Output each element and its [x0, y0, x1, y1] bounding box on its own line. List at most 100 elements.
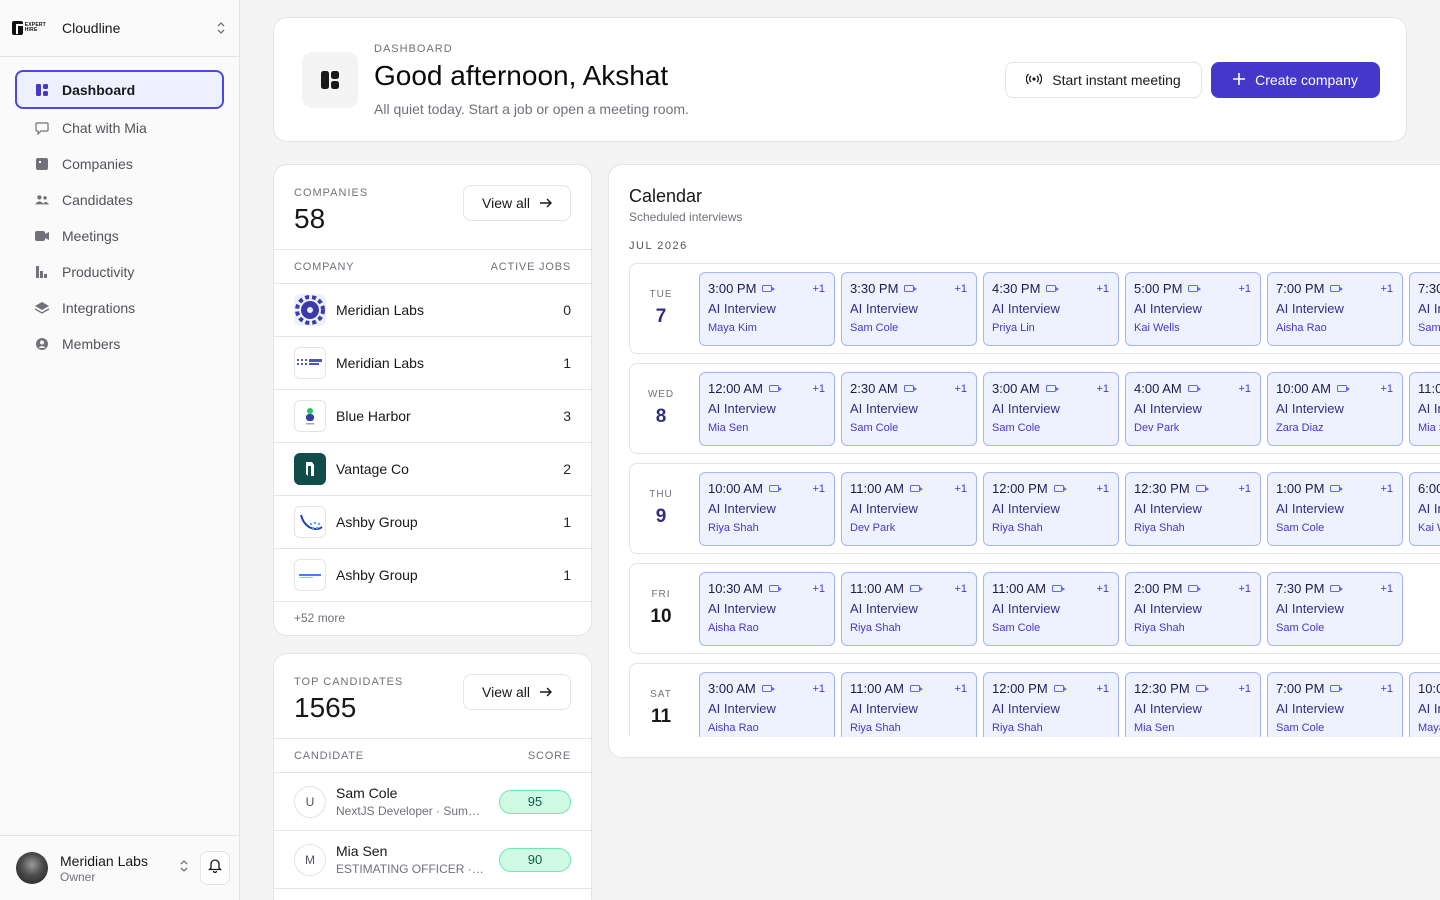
- interview-slot[interactable]: 7:00 PM +1 AI Interview Sam Cole: [1267, 672, 1403, 737]
- interview-slot[interactable]: 3:00 AM +1 AI Interview Sam Cole: [983, 372, 1119, 446]
- slot-extra-count: +1: [1380, 283, 1393, 295]
- sidebar-item-meetings[interactable]: Meetings: [15, 218, 224, 254]
- slot-candidate-name: Sam Cole: [1276, 722, 1325, 734]
- more-companies-link[interactable]: +52 more: [294, 611, 346, 625]
- candidates-view-all-button[interactable]: View all: [463, 674, 571, 710]
- interview-slot[interactable]: 10:30 AM +1 AI Interview Aisha Rao: [699, 572, 835, 646]
- interview-slot[interactable]: 2:00 PM +1 AI Interview Riya Shah: [1125, 572, 1261, 646]
- users-icon: [35, 193, 49, 207]
- slot-time-row: 2:30 AM: [850, 381, 968, 396]
- table-row[interactable]: M Mia Sen ESTIMATING OFFICER · Northwind…: [274, 831, 591, 889]
- table-row[interactable]: U Sam Cole NextJS Developer · Summit Dig…: [274, 773, 591, 831]
- interview-slot[interactable]: 12:30 PM +1 AI Interview Mia Sen: [1125, 672, 1261, 737]
- calendar-days[interactable]: TUE 7 3:00 PM +1 AI Interview Maya Kim 3:30 PM…: [629, 263, 1440, 737]
- slot-time-row: 11:00 AM: [850, 581, 968, 596]
- candidate-name: Mia Sen: [336, 843, 388, 859]
- slot-type: AI Interview: [1276, 501, 1344, 516]
- interview-slot[interactable]: 10:00 AM +1 AI Interview Riya Shah: [699, 472, 835, 546]
- table-row[interactable]: Meridian Labs 0: [274, 284, 591, 337]
- interview-slot[interactable]: 4:00 AM +1 AI Interview Dev Park: [1125, 372, 1261, 446]
- sidebar-item-integrations[interactable]: Integrations: [15, 290, 224, 326]
- chevron-up-down-icon[interactable]: [217, 22, 225, 34]
- day-number: 8: [655, 406, 667, 427]
- table-row[interactable]: Ashby Group 1: [274, 549, 591, 602]
- video-icon: [909, 485, 923, 492]
- slot-type: AI Interview: [850, 601, 918, 616]
- companies-table-header: COMPANY ACTIVE JOBS: [274, 249, 591, 284]
- sidebar-item-candidates[interactable]: Candidates: [15, 182, 224, 218]
- table-row[interactable]: Blue Harbor 3: [274, 390, 591, 443]
- slot-time: 7:00 PM: [1276, 281, 1325, 296]
- org-switcher[interactable]: EXPERT HIRE Cloudline: [0, 0, 239, 57]
- sidebar-item-dashboard[interactable]: Dashboard: [15, 70, 224, 109]
- interview-slot[interactable]: 11:00 AM +1 AI Interview Riya Shah: [841, 672, 977, 737]
- interview-slot[interactable]: 3:00 PM +1 AI Interview Maya Kim: [699, 272, 835, 346]
- slot-candidate-name: Riya Shah: [1134, 522, 1185, 534]
- slot-candidate-name: Riya Shah: [850, 622, 901, 634]
- interview-slot[interactable]: 12:00 PM +1 AI Interview Riya Shah: [983, 672, 1119, 737]
- sidebar-item-productivity[interactable]: Productivity: [15, 254, 224, 290]
- interview-slot[interactable]: 1:00 PM +1 AI Interview Sam Cole: [1267, 472, 1403, 546]
- slot-candidate-name: Mia Sen: [1134, 722, 1175, 734]
- slot-time-row: 10:30 AM: [708, 581, 826, 596]
- company-name: Meridian Labs: [336, 355, 424, 371]
- slot-time: 3:00 AM: [992, 381, 1040, 396]
- start-instant-meeting-button[interactable]: Start instant meeting: [1005, 62, 1202, 98]
- interview-slot[interactable]: 3:00 AM +1 AI Interview Aisha Rao: [699, 672, 835, 737]
- slot-candidate-name: Sam Cole: [992, 622, 1041, 634]
- table-row[interactable]: Vantage Co 2: [274, 443, 591, 496]
- table-row[interactable]: Meridian Labs 1: [274, 337, 591, 390]
- table-row[interactable]: Ashby Group 1: [274, 496, 591, 549]
- slot-time: 10:30 AM: [708, 581, 763, 596]
- companies-view-all-button[interactable]: View all: [463, 185, 571, 221]
- slot-type: AI Interview: [1134, 401, 1202, 416]
- user-menu[interactable]: Meridian Labs Owner: [0, 835, 239, 900]
- chevron-up-down-icon[interactable]: [180, 859, 188, 877]
- dashboard-icon: [35, 83, 49, 97]
- interview-slot[interactable]: 12:00 AM +1 AI Interview Mia Sen: [699, 372, 835, 446]
- interview-slot[interactable]: 7:00 PM +1 AI Interview Aisha Rao: [1267, 272, 1403, 346]
- create-company-button[interactable]: Create company: [1211, 62, 1380, 98]
- video-icon: [1051, 585, 1065, 592]
- slot-type: AI Interview: [992, 501, 1060, 516]
- interview-slot[interactable]: 12:30 PM +1 AI Interview Riya Shah: [1125, 472, 1261, 546]
- notifications-button[interactable]: [200, 851, 230, 885]
- interview-slot[interactable]: 10:00 AM +1 AI Interview Zara Diaz: [1267, 372, 1403, 446]
- sidebar-item-chat[interactable]: Chat with Mia: [15, 110, 224, 146]
- interview-slot[interactable]: 2:30 AM +1 AI Interview Sam Cole: [841, 372, 977, 446]
- interview-slot[interactable]: 4:30 PM +1 AI Interview Priya Lin: [983, 272, 1119, 346]
- candidates-table-header: CANDIDATE SCORE: [274, 738, 591, 773]
- calendar-title: Calendar: [629, 186, 703, 206]
- slot-extra-count: +1: [1096, 683, 1109, 695]
- slot-extra-count: +1: [1096, 283, 1109, 295]
- slot-extra-count: +1: [1096, 583, 1109, 595]
- candidates-list: U Sam Cole NextJS Developer · Summit Dig…: [274, 773, 591, 889]
- interview-slot[interactable]: 11:00 AM +1 AI Interview Dev Park: [841, 472, 977, 546]
- calendar-day-row: SAT 11 3:00 AM +1 AI Interview Aisha Rao 11:00…: [629, 663, 1440, 737]
- interview-slot[interactable]: 3:30 PM +1 AI Interview Sam Cole: [841, 272, 977, 346]
- interview-slot[interactable]: 12:00 PM +1 AI Interview Riya Shah: [983, 472, 1119, 546]
- video-icon: [903, 385, 917, 392]
- interview-slot[interactable]: 11:00 AM +1 AI Interview Riya Shah: [841, 572, 977, 646]
- interview-slot[interactable]: 11:00 AM +1 AI Interview Sam Cole: [983, 572, 1119, 646]
- interview-slot[interactable]: 5:00 PM +1 AI Interview Kai Wells: [1125, 272, 1261, 346]
- active-jobs-count: 1: [563, 355, 571, 371]
- video-icon: [762, 285, 776, 292]
- sidebar-item-members[interactable]: Members: [15, 326, 224, 362]
- sidebar-item-companies[interactable]: Companies: [15, 146, 224, 182]
- active-jobs-count: 1: [563, 567, 571, 583]
- company-logo: [294, 347, 326, 379]
- company-name: Vantage Co: [336, 461, 409, 477]
- slot-time: 11:00 AM: [850, 681, 904, 696]
- video-icon: [1195, 685, 1209, 692]
- slot-candidate-name: Sam Cole: [1418, 322, 1440, 334]
- slot-extra-count: +1: [1238, 683, 1251, 695]
- slot-type: AI Interview: [992, 601, 1060, 616]
- slot-candidate-name: Aisha Rao: [1276, 322, 1327, 334]
- video-icon: [1188, 585, 1202, 592]
